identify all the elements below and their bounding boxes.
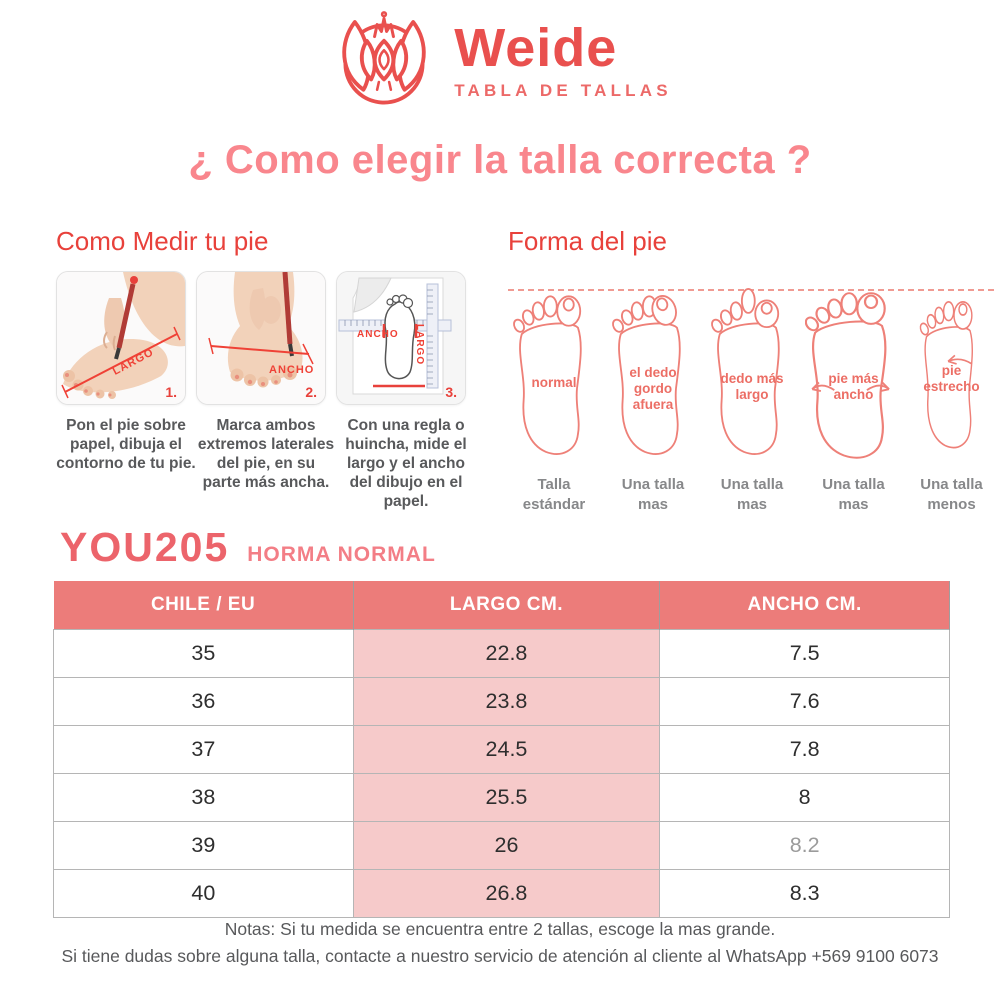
table-row: 38 25.5 8: [53, 773, 950, 822]
table-cell: 7.5: [659, 629, 950, 678]
step-number: 3.: [445, 384, 457, 400]
table-cell: 22.8: [352, 629, 661, 678]
note-line-2: Si tiene dudas sobre alguna talla, conta…: [61, 946, 939, 967]
measure-cards: LARGO 1.: [56, 271, 476, 405]
foot-shape-heading: Forma del pie: [508, 226, 667, 256]
foot-shape-label: el dedo gordo afuera: [629, 365, 677, 412]
ancho-label: ANCHO: [269, 364, 315, 376]
table-cell: 26: [352, 821, 661, 870]
table-cell: 25.5: [352, 773, 661, 822]
step-number: 1.: [165, 384, 177, 400]
table-cell: 37: [53, 725, 354, 774]
table-cell: 40: [53, 869, 354, 918]
ruler-paper-icon: [337, 272, 465, 404]
table-row: 36 23.8 7.6: [53, 677, 950, 726]
measure-step1-image: LARGO 1.: [56, 271, 186, 405]
foot-outline-icon: [805, 292, 890, 459]
brand-header: Weide TABLA DE TALLAS: [0, 10, 1000, 111]
foot-outline-icon: [612, 295, 681, 455]
col-largo: LARGO CM.: [353, 581, 661, 630]
foot-shape-label: pie más ancho: [828, 371, 879, 402]
table-cell: 24.5: [352, 725, 661, 774]
table-row: 39 26 8.2: [53, 821, 950, 870]
caption-size-up: Una talla mas: [621, 476, 685, 514]
table-cell: 8.3: [659, 869, 950, 918]
table-cell: 8: [659, 773, 950, 822]
col-ancho: ANCHO CM.: [659, 581, 950, 630]
size-table: CHILE / EU LARGO CM. ANCHO CM. 35 22.8 7…: [53, 581, 950, 918]
table-cell: 36: [53, 677, 354, 726]
step3-text: Con una regla o huincha, mide el largo y…: [345, 417, 467, 510]
table-cell: 23.8: [352, 677, 661, 726]
measure-step3-image: ANCHO LARGO 3.: [336, 271, 466, 405]
largo-label: LARGO: [414, 324, 425, 366]
brand-subtitle: TABLA DE TALLAS: [454, 80, 672, 100]
foot-outline-icon: [919, 301, 973, 449]
col-chile-eu: CHILE / EU: [53, 581, 354, 630]
measure-step2-image: ANCHO 2.: [196, 271, 326, 405]
caption-size-down: Una talla menos: [920, 476, 983, 514]
width-arrows-icon: [811, 381, 890, 393]
page-title: ¿ Como elegir la talla correcta ?: [188, 138, 812, 182]
table-cell: 39: [53, 821, 354, 870]
foot-outline-icon: [711, 288, 780, 455]
model-fit: HORMA NORMAL: [247, 543, 436, 566]
foot-marking-photo-icon: [197, 272, 325, 404]
measure-heading: Como Medir tu pie: [56, 226, 269, 256]
foot-outline-icon: [513, 295, 582, 455]
model-code: YOU205: [60, 524, 230, 570]
model-heading: YOU205 HORMA NORMAL: [60, 524, 436, 571]
foot-shape-label: dedo más largo: [720, 371, 784, 402]
foot-shape-captions: Talla estándar Una talla mas Una talla m…: [508, 475, 994, 516]
ancho-label: ANCHO: [357, 329, 399, 340]
foot-shape-label: pie estrecho: [923, 363, 980, 394]
table-cell: 7.8: [659, 725, 950, 774]
narrow-arrow-icon: [947, 354, 973, 365]
foot-shape-section: Forma del pie: [508, 226, 994, 516]
table-cell: 35: [53, 629, 354, 678]
table-header-row: CHILE / EU LARGO CM. ANCHO CM.: [53, 581, 950, 630]
foot-big-toe-out: el dedo gordo afuera: [607, 273, 699, 467]
foot-drawing-photo-icon: [57, 272, 185, 404]
table-cell: 38: [53, 773, 354, 822]
weide-logo-icon: [328, 10, 440, 111]
caption-size-up: Una talla mas: [720, 476, 784, 514]
foot-narrow: pie estrecho: [909, 273, 994, 467]
table-cell: 8.2: [659, 821, 950, 870]
feet-diagram: normal: [508, 273, 994, 471]
footer-notes: Notas: Si tu medida se encuentra entre 2…: [0, 916, 1000, 970]
step1-text: Pon el pie sobre papel, dibuja el contor…: [56, 417, 196, 472]
note-line-1: Notas: Si tu medida se encuentra entre 2…: [224, 919, 776, 939]
table-cell: 26.8: [352, 869, 661, 918]
measure-step-texts: Pon el pie sobre papel, dibuja el contor…: [56, 417, 476, 512]
caption-size-up: Una talla mas: [822, 476, 885, 514]
table-row: 37 24.5 7.8: [53, 725, 950, 774]
step2-text: Marca ambos extremos laterales del pie, …: [197, 417, 335, 491]
caption-standard: Talla estándar: [522, 476, 586, 514]
table-row: 35 22.8 7.5: [53, 629, 950, 678]
foot-long-second-toe: dedo más largo: [706, 273, 798, 467]
foot-normal: normal: [508, 273, 600, 467]
table-row: 40 26.8 8.3: [53, 869, 950, 918]
foot-shape-label: normal: [531, 375, 577, 390]
foot-wide: pie más ancho: [805, 273, 902, 467]
brand-name: Weide: [454, 17, 618, 78]
table-cell: 7.6: [659, 677, 950, 726]
measure-section: Como Medir tu pie: [56, 226, 476, 512]
step-number: 2.: [305, 384, 317, 400]
